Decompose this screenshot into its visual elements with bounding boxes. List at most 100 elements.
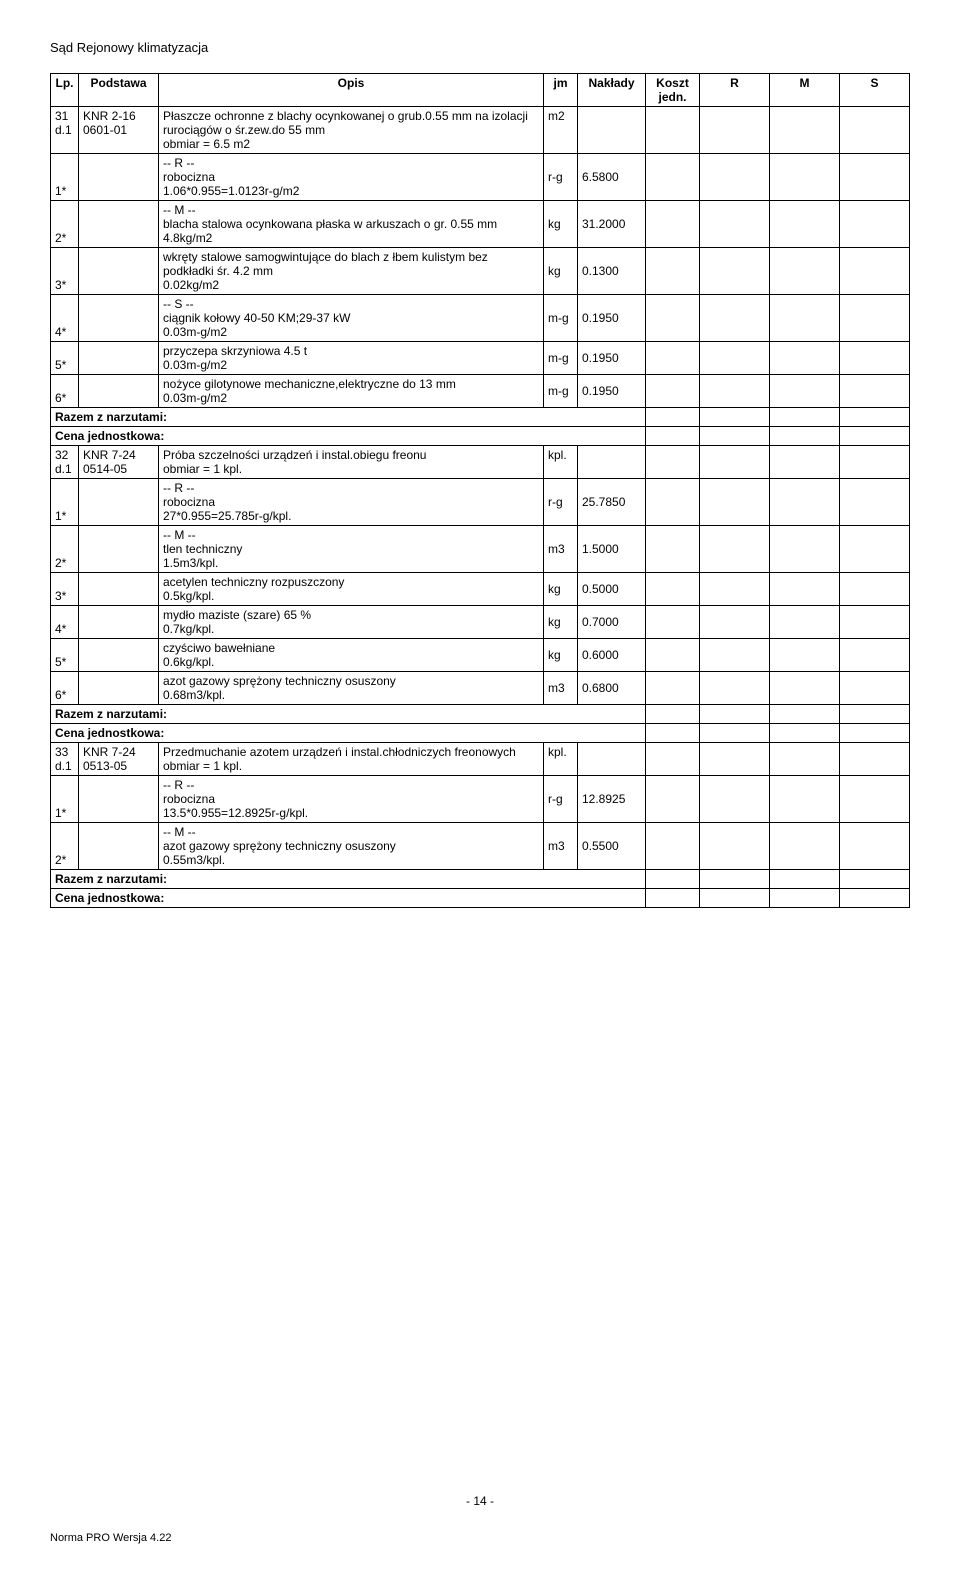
cell-opis: -- R --robocizna13.5*0.955=12.8925r-g/kp… — [159, 776, 544, 823]
cell — [646, 427, 700, 446]
cell — [700, 427, 770, 446]
table-row: 1* -- R --robocizna13.5*0.955=12.8925r-g/… — [51, 776, 910, 823]
cell: 0.6800 — [578, 672, 646, 705]
cell: 0.7000 — [578, 606, 646, 639]
cell — [770, 639, 840, 672]
table-row: Razem z narzutami: — [51, 870, 910, 889]
cell — [79, 672, 159, 705]
cell: kg — [544, 201, 578, 248]
cell — [770, 743, 840, 776]
cell-opis: -- M --tlen techniczny1.5m3/kpl. — [159, 526, 544, 573]
cell — [840, 573, 910, 606]
cell — [646, 408, 700, 427]
cell: m2 — [544, 107, 578, 154]
th-m: M — [770, 74, 840, 107]
cell — [840, 705, 910, 724]
table-row: Razem z narzutami: — [51, 408, 910, 427]
table-row: Cena jednostkowa: — [51, 724, 910, 743]
cell — [700, 408, 770, 427]
software-version: Norma PRO Wersja 4.22 — [50, 1532, 171, 1544]
table-row: 1* -- R --robocizna1.06*0.955=1.0123r-g/m… — [51, 154, 910, 201]
cell — [646, 705, 700, 724]
cell — [79, 295, 159, 342]
cell-opis: Płaszcze ochronne z blachy ocynkowanej o… — [159, 107, 544, 154]
cell: kg — [544, 639, 578, 672]
cell — [840, 427, 910, 446]
cell — [700, 823, 770, 870]
table-row: 5*czyściwo bawełniane0.6kg/kpl.kg0.6000 — [51, 639, 910, 672]
cell: r-g — [544, 154, 578, 201]
cell: 0.1950 — [578, 295, 646, 342]
cell: 6* — [51, 375, 79, 408]
cell-podstawa: KNR 2-160601-01 — [79, 107, 159, 154]
cell: 31.2000 — [578, 201, 646, 248]
th-naklady: Nakłady — [578, 74, 646, 107]
table-row: 31d.1KNR 2-160601-01Płaszcze ochronne z … — [51, 107, 910, 154]
cell: 1* — [51, 154, 79, 201]
cell — [646, 201, 700, 248]
cell — [840, 724, 910, 743]
cell: Cena jednostkowa: — [51, 889, 646, 908]
cell — [646, 823, 700, 870]
cell — [770, 776, 840, 823]
cell — [646, 606, 700, 639]
table-row: Cena jednostkowa: — [51, 427, 910, 446]
cell — [840, 526, 910, 573]
cell — [79, 154, 159, 201]
cell-opis: nożyce gilotynowe mechaniczne,elektryczn… — [159, 375, 544, 408]
cell — [646, 672, 700, 705]
cell: 5* — [51, 639, 79, 672]
cell-podstawa: KNR 7-240514-05 — [79, 446, 159, 479]
cell — [700, 743, 770, 776]
cell — [770, 154, 840, 201]
cell — [700, 295, 770, 342]
cell — [840, 201, 910, 248]
cell: m-g — [544, 375, 578, 408]
cell — [79, 248, 159, 295]
cell — [700, 342, 770, 375]
cell — [700, 154, 770, 201]
cell: 6* — [51, 672, 79, 705]
cell — [700, 889, 770, 908]
table-row: 32d.1KNR 7-240514-05Próba szczelności ur… — [51, 446, 910, 479]
cell — [646, 526, 700, 573]
cell — [840, 776, 910, 823]
cell — [79, 375, 159, 408]
cell — [700, 526, 770, 573]
cell — [840, 606, 910, 639]
cell: 4* — [51, 295, 79, 342]
cell — [79, 823, 159, 870]
cell — [578, 107, 646, 154]
cell: 0.1950 — [578, 375, 646, 408]
cell — [646, 639, 700, 672]
cell: 1* — [51, 776, 79, 823]
table-row: 2*-- M --blacha stalowa ocynkowana płask… — [51, 201, 910, 248]
cell — [840, 295, 910, 342]
cell — [840, 408, 910, 427]
cell — [770, 342, 840, 375]
cell: Razem z narzutami: — [51, 705, 646, 724]
cell-opis: -- R --robocizna1.06*0.955=1.0123r-g/m2 — [159, 154, 544, 201]
cell — [840, 870, 910, 889]
cell — [770, 295, 840, 342]
cell-opis: Przedmuchanie azotem urządzeń i instal.c… — [159, 743, 544, 776]
cell: 1.5000 — [578, 526, 646, 573]
cell-opis: Próba szczelności urządzeń i instal.obie… — [159, 446, 544, 479]
cell — [840, 375, 910, 408]
table-row: 3*acetylen techniczny rozpuszczony0.5kg/… — [51, 573, 910, 606]
cell: r-g — [544, 479, 578, 526]
table-row: 2*-- M --azot gazowy sprężony techniczny… — [51, 823, 910, 870]
cell — [770, 870, 840, 889]
cell: r-g — [544, 776, 578, 823]
cell — [646, 776, 700, 823]
cell: 2* — [51, 823, 79, 870]
cell — [770, 107, 840, 154]
cell — [700, 776, 770, 823]
cell — [646, 295, 700, 342]
cell-opis: -- R --robocizna27*0.955=25.785r-g/kpl. — [159, 479, 544, 526]
table-row: 5*przyczepa skrzyniowa 4.5 t0.03m-g/m2m-… — [51, 342, 910, 375]
cell — [770, 201, 840, 248]
cell — [646, 743, 700, 776]
cell — [840, 889, 910, 908]
cell-podstawa: KNR 7-240513-05 — [79, 743, 159, 776]
